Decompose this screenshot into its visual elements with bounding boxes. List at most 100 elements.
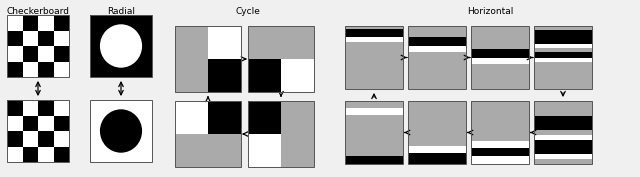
Bar: [7, 15, 69, 77]
Bar: [408, 101, 466, 164]
Bar: [408, 37, 466, 46]
Bar: [471, 101, 529, 164]
Bar: [90, 100, 152, 162]
Bar: [54, 30, 69, 46]
Bar: [345, 26, 403, 89]
Text: Cycle: Cycle: [236, 7, 260, 16]
Ellipse shape: [100, 109, 142, 153]
Bar: [534, 30, 592, 44]
Bar: [22, 116, 38, 131]
Bar: [408, 101, 466, 164]
Bar: [38, 30, 54, 46]
Bar: [38, 116, 54, 131]
Bar: [471, 141, 529, 148]
Bar: [90, 15, 152, 77]
Bar: [471, 49, 529, 58]
Bar: [7, 15, 22, 30]
Bar: [281, 59, 314, 92]
Bar: [534, 26, 592, 89]
Bar: [54, 46, 69, 61]
Bar: [248, 101, 314, 167]
Bar: [208, 134, 241, 167]
Bar: [54, 147, 69, 162]
Bar: [90, 100, 152, 162]
Bar: [7, 100, 22, 116]
Bar: [54, 116, 69, 131]
Bar: [38, 15, 54, 30]
Bar: [7, 100, 69, 162]
Bar: [7, 116, 22, 131]
Bar: [281, 134, 314, 167]
Bar: [208, 59, 241, 92]
Bar: [281, 26, 314, 59]
Bar: [7, 30, 22, 46]
Bar: [38, 100, 54, 116]
Bar: [345, 29, 403, 37]
Bar: [7, 100, 69, 162]
Bar: [175, 101, 208, 134]
Bar: [38, 61, 54, 77]
Bar: [22, 100, 38, 116]
Bar: [22, 147, 38, 162]
Bar: [22, 131, 38, 147]
Bar: [408, 146, 466, 153]
Bar: [471, 101, 529, 164]
Bar: [534, 116, 592, 130]
Bar: [345, 108, 403, 115]
Bar: [248, 26, 281, 59]
Bar: [534, 154, 592, 159]
Bar: [22, 15, 38, 30]
Bar: [534, 101, 592, 164]
Bar: [175, 101, 241, 167]
Bar: [22, 30, 38, 46]
Bar: [175, 134, 208, 167]
Bar: [208, 101, 241, 134]
Bar: [7, 147, 22, 162]
Bar: [281, 101, 314, 134]
Bar: [54, 15, 69, 30]
Bar: [54, 131, 69, 147]
Bar: [175, 26, 241, 92]
Bar: [22, 46, 38, 61]
Bar: [408, 153, 466, 164]
Bar: [175, 26, 208, 59]
Bar: [471, 156, 529, 164]
Bar: [7, 61, 22, 77]
Bar: [38, 147, 54, 162]
Bar: [534, 44, 592, 48]
Bar: [7, 46, 22, 61]
Bar: [345, 37, 403, 42]
Bar: [534, 48, 592, 52]
Bar: [248, 26, 314, 92]
Bar: [534, 58, 592, 62]
Bar: [408, 26, 466, 89]
Bar: [54, 100, 69, 116]
Bar: [345, 101, 403, 164]
Bar: [7, 131, 22, 147]
Bar: [408, 46, 466, 52]
Bar: [345, 156, 403, 164]
Text: Radial: Radial: [107, 7, 135, 16]
Bar: [90, 15, 152, 77]
Bar: [54, 61, 69, 77]
Text: Horizontal: Horizontal: [467, 7, 513, 16]
Bar: [534, 140, 592, 154]
Bar: [7, 15, 69, 77]
Bar: [38, 131, 54, 147]
Bar: [248, 59, 281, 92]
Bar: [248, 134, 281, 167]
Bar: [534, 130, 592, 135]
Text: Checkerboard: Checkerboard: [6, 7, 70, 16]
Bar: [345, 101, 403, 164]
Bar: [534, 101, 592, 164]
Bar: [471, 26, 529, 89]
Bar: [534, 52, 592, 58]
Bar: [471, 26, 529, 89]
Bar: [175, 59, 208, 92]
Bar: [345, 26, 403, 89]
Bar: [471, 148, 529, 156]
Bar: [534, 135, 592, 140]
Bar: [408, 26, 466, 89]
Bar: [534, 26, 592, 89]
Bar: [22, 61, 38, 77]
